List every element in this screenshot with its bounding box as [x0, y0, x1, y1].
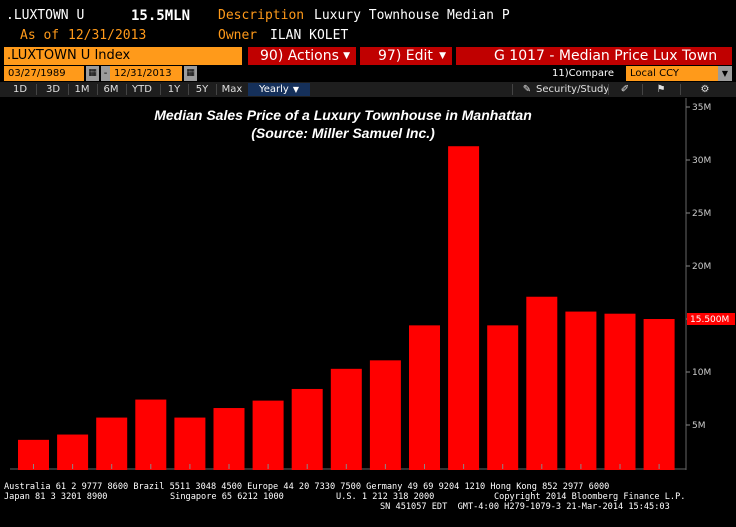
graph-description[interactable]: G 1017 - Median Price Lux Town [456, 47, 732, 65]
period-1m[interactable]: 1M [74, 84, 90, 95]
bar-2011 [565, 311, 597, 478]
divider [188, 84, 189, 95]
compare-button[interactable]: 11)Compare [552, 68, 614, 79]
footer-phones-line: Australia 61 2 9777 8600 Brazil 5511 304… [4, 482, 610, 492]
security-header: .LUXTOWN U 15.5MLN Description Luxury To… [0, 6, 736, 26]
security-input[interactable]: .LUXTOWN U Index [4, 47, 242, 65]
bar-chart: 5M10M15M20M25M30M35M19971998199920002001… [10, 98, 735, 481]
annotate-icon[interactable]: ✐ [620, 84, 630, 95]
y-tick-label: 20M [692, 262, 711, 272]
divider [126, 84, 127, 95]
calendar-icon[interactable]: ▦ [184, 66, 197, 81]
bar-2013 [643, 319, 675, 478]
gear-icon[interactable]: ⚙ [700, 84, 710, 95]
bar-2000 [135, 399, 167, 478]
asof-label: As of [20, 28, 60, 43]
period-1y[interactable]: 1Y [167, 84, 181, 95]
security-study-button[interactable]: Security/Study [536, 84, 610, 95]
pencil-icon[interactable]: ✎ [522, 84, 532, 95]
divider [608, 84, 609, 95]
bar-2007 [409, 325, 440, 478]
divider [160, 84, 161, 95]
period-5y[interactable]: 5Y [195, 84, 209, 95]
period-1d[interactable]: 1D [12, 84, 28, 95]
bar-2002 [213, 408, 245, 478]
edit-button[interactable]: 97) Edit ▼ [360, 47, 452, 65]
bar-2010 [526, 296, 558, 478]
end-date-input[interactable]: 12/31/2013 [110, 66, 182, 81]
chevron-down-icon: ▼ [343, 51, 350, 61]
start-date-input[interactable]: 03/27/1989 [4, 66, 84, 81]
asof-header: As of 12/31/2013 Owner ILAN KOLET [0, 26, 736, 46]
last-value-tag-label: 15.500M [690, 315, 729, 325]
bar-1999 [96, 417, 128, 478]
divider [216, 84, 217, 95]
footer-japan: Japan 81 3 3201 8900 [4, 492, 108, 502]
footer-us: U.S. 1 212 318 2000 [336, 492, 435, 502]
bar-2003 [252, 400, 284, 478]
bar-2006 [369, 360, 401, 478]
actions-button-label: 90) Actions [260, 48, 339, 64]
period-max[interactable]: Max [221, 84, 243, 95]
description-label: Description [218, 8, 305, 23]
chart-subtitle: (Source: Miller Samuel Inc.) [251, 125, 435, 141]
actions-button[interactable]: 90) Actions ▼ [248, 47, 356, 65]
y-tick-label: 35M [692, 103, 711, 113]
edit-button-label: 97) Edit [378, 48, 433, 64]
divider [680, 84, 681, 95]
bar-2012 [604, 313, 636, 478]
bar-2008 [448, 146, 480, 478]
footer-copyright: Copyright 2014 Bloomberg Finance L.P. [494, 492, 686, 502]
last-value-tag [687, 313, 735, 325]
asof-date: 12/31/2013 [68, 28, 147, 43]
frequency-label: Yearly [258, 84, 289, 95]
period-6m[interactable]: 6M [103, 84, 119, 95]
divider [36, 84, 37, 95]
frequency-select[interactable]: Yearly ▼ [248, 83, 310, 96]
bar-2009 [487, 325, 519, 478]
period-3d[interactable]: 3D [45, 84, 61, 95]
chevron-down-icon: ▼ [439, 51, 446, 61]
divider [97, 84, 98, 95]
chevron-down-icon[interactable]: ▼ [718, 66, 732, 81]
y-tick-label: 5M [692, 421, 706, 431]
divider [512, 84, 513, 95]
period-ytd[interactable]: YTD [132, 84, 152, 95]
period-bar: 1D 3D 1M 6M YTD 1Y 5Y Max Yearly ▼ ✎ Secu… [0, 82, 736, 97]
footer-singapore: Singapore 65 6212 1000 [170, 492, 284, 502]
bar-2005 [330, 368, 362, 478]
chevron-down-icon: ▼ [292, 85, 300, 94]
owner-label: Owner [218, 28, 258, 43]
ticker-label: .LUXTOWN U [6, 8, 85, 23]
date-separator: - [101, 66, 110, 81]
y-tick-label: 10M [692, 368, 711, 378]
chart-title: Median Sales Price of a Luxury Townhouse… [154, 107, 532, 123]
last-value: 15.5MLN [131, 8, 191, 24]
divider [68, 84, 69, 95]
footer-session: SN 451057 EDT GMT-4:00 H279-1079-3 21-Ma… [380, 502, 670, 512]
calendar-icon[interactable]: ▦ [86, 66, 99, 81]
bar-2001 [174, 417, 206, 478]
bar-2004 [291, 388, 323, 478]
divider [642, 84, 643, 95]
y-tick-label: 25M [692, 209, 711, 219]
owner-value: ILAN KOLET [270, 28, 349, 43]
date-range-bar: 03/27/1989 ▦ - 12/31/2013 ▦ 11)Compare L… [4, 66, 732, 82]
description-value: Luxury Townhouse Median P [314, 8, 510, 23]
currency-select[interactable]: Local CCY [626, 66, 718, 81]
tag-icon[interactable]: ⚑ [656, 84, 666, 95]
command-toolbar: .LUXTOWN U Index 90) Actions ▼ 97) Edit … [4, 47, 732, 65]
y-tick-label: 30M [692, 156, 711, 166]
chart-area[interactable]: 5M10M15M20M25M30M35M19971998199920002001… [0, 98, 736, 481]
